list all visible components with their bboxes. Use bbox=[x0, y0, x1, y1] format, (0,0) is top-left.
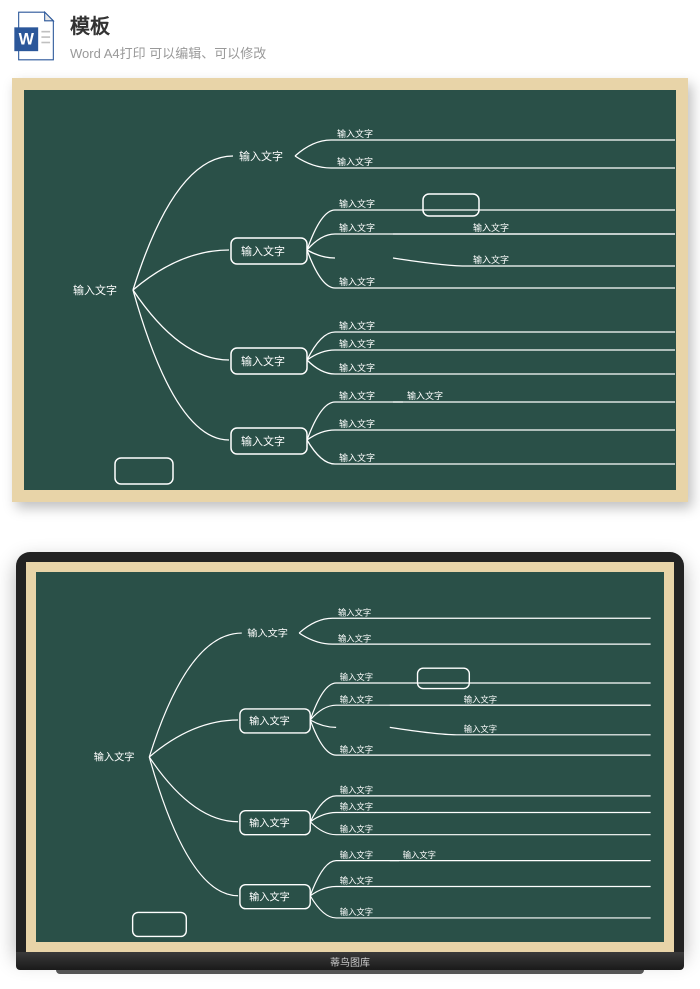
svg-text:输入文字: 输入文字 bbox=[249, 715, 290, 728]
page-title: 模板 bbox=[70, 10, 266, 39]
header: W 模板 Word A4打印 可以编辑、可以修改 bbox=[0, 0, 700, 78]
svg-text:输入文字: 输入文字 bbox=[339, 276, 375, 287]
laptop-chalkboard: 输入文字 输入文字 输入文字 输入文字 输入文字 bbox=[36, 572, 664, 942]
svg-text:输入文字: 输入文字 bbox=[249, 890, 290, 903]
svg-text:输入文字: 输入文字 bbox=[337, 156, 373, 167]
svg-text:输入文字: 输入文字 bbox=[340, 744, 373, 754]
branch4-label: 输入文字 bbox=[241, 434, 285, 448]
svg-text:输入文字: 输入文字 bbox=[249, 816, 290, 829]
svg-text:输入文字: 输入文字 bbox=[340, 694, 373, 704]
svg-text:输入文字: 输入文字 bbox=[340, 802, 373, 812]
svg-text:输入文字: 输入文字 bbox=[339, 338, 375, 349]
empty-box bbox=[115, 458, 173, 484]
svg-text:输入文字: 输入文字 bbox=[473, 254, 509, 265]
mindmap-diagram-laptop: 输入文字 输入文字 输入文字 输入文字 输入文字 bbox=[36, 572, 664, 942]
svg-text:输入文字: 输入文字 bbox=[94, 751, 135, 764]
svg-text:输入文字: 输入文字 bbox=[339, 320, 375, 331]
svg-text:输入文字: 输入文字 bbox=[337, 128, 373, 139]
page-subtitle: Word A4打印 可以编辑、可以修改 bbox=[70, 43, 266, 62]
svg-text:输入文字: 输入文字 bbox=[339, 222, 375, 233]
laptop-base: 蒂鸟图库 bbox=[16, 952, 684, 970]
laptop-mockup: 输入文字 输入文字 输入文字 输入文字 输入文字 bbox=[16, 552, 684, 974]
svg-text:输入文字: 输入文字 bbox=[339, 198, 375, 209]
svg-text:输入文字: 输入文字 bbox=[338, 633, 371, 643]
svg-text:W: W bbox=[19, 31, 35, 49]
svg-text:输入文字: 输入文字 bbox=[464, 724, 497, 734]
word-doc-icon: W bbox=[14, 10, 58, 62]
svg-text:输入文字: 输入文字 bbox=[403, 850, 436, 860]
root-label: 输入文字 bbox=[73, 283, 117, 297]
svg-text:输入文字: 输入文字 bbox=[473, 222, 509, 233]
svg-text:输入文字: 输入文字 bbox=[339, 418, 375, 429]
chalkboard: 输入文字 输入文字 输入文字 输入文字 输入文字 输入文字 bbox=[24, 90, 676, 490]
branch2-label: 输入文字 bbox=[241, 244, 285, 258]
watermark-text: 蒂鸟图库 bbox=[330, 954, 370, 969]
svg-text:输入文字: 输入文字 bbox=[340, 907, 373, 917]
svg-text:输入文字: 输入文字 bbox=[247, 627, 288, 640]
svg-text:输入文字: 输入文字 bbox=[338, 607, 371, 617]
svg-text:输入文字: 输入文字 bbox=[340, 785, 373, 795]
mindmap-diagram: 输入文字 输入文字 输入文字 输入文字 输入文字 输入文字 bbox=[24, 90, 676, 490]
branch3-label: 输入文字 bbox=[241, 354, 285, 368]
svg-text:输入文字: 输入文字 bbox=[340, 876, 373, 886]
svg-text:输入文字: 输入文字 bbox=[339, 452, 375, 463]
svg-text:输入文字: 输入文字 bbox=[340, 672, 373, 682]
chalkboard-frame: 输入文字 输入文字 输入文字 输入文字 输入文字 输入文字 bbox=[12, 78, 688, 502]
svg-text:输入文字: 输入文字 bbox=[339, 362, 375, 373]
svg-text:输入文字: 输入文字 bbox=[464, 694, 497, 704]
svg-text:输入文字: 输入文字 bbox=[339, 390, 375, 401]
branch1-label: 输入文字 bbox=[239, 149, 283, 163]
svg-text:输入文字: 输入文字 bbox=[340, 824, 373, 834]
svg-text:输入文字: 输入文字 bbox=[407, 390, 443, 401]
svg-text:输入文字: 输入文字 bbox=[340, 850, 373, 860]
